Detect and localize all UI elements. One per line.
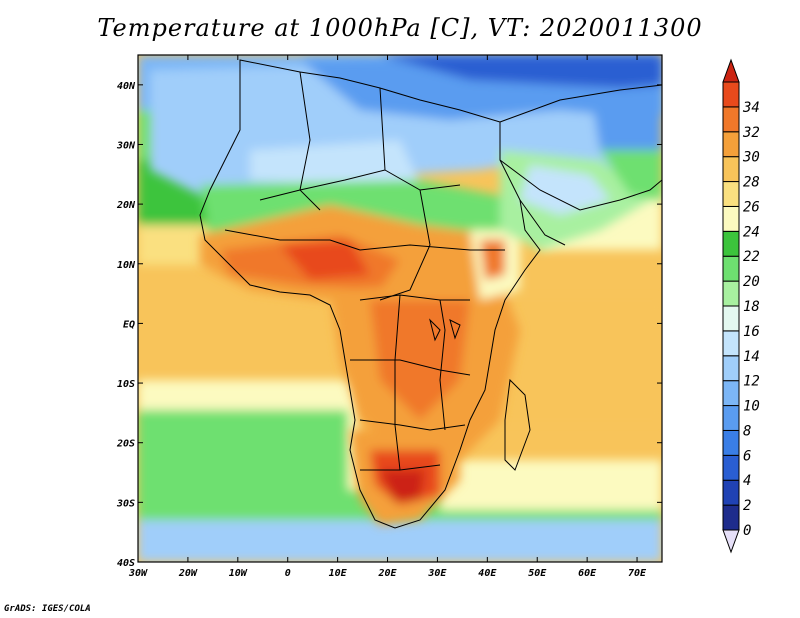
colorbar-under-triangle (722, 529, 740, 554)
colorbar-label: 34 (742, 100, 760, 116)
colorbar-segment (722, 280, 740, 307)
colorbar-over-triangle (722, 58, 740, 83)
colorbar-segment (722, 429, 740, 456)
x-tick-label: 40E (478, 568, 497, 579)
y-tick-label: 40S (117, 558, 135, 569)
colorbar-segment (722, 330, 740, 357)
temperature-field (138, 55, 662, 562)
colorbar-segment (722, 81, 740, 108)
colorbar-label: 6 (743, 448, 751, 464)
colorbar-segment (722, 106, 740, 133)
colorbar-label: 2 (743, 498, 751, 514)
x-tick-label: 70E (628, 568, 647, 579)
x-tick-label: 20W (178, 568, 198, 579)
colorbar-label: 22 (743, 249, 760, 265)
x-tick-label: 60E (578, 568, 597, 579)
colorbar-segment (722, 355, 740, 382)
colorbar-segment (722, 380, 740, 407)
colorbar-label: 28 (743, 175, 760, 191)
colorbar-segment (722, 131, 740, 158)
colorbar-label: 12 (743, 374, 760, 390)
colorbar-label: 14 (743, 349, 760, 365)
map-title: Temperature at 1000hPa [C], VT: 20200113… (97, 14, 703, 42)
credit-label: GrADS: IGES/COLA (4, 604, 91, 614)
colorbar-segment (722, 454, 740, 481)
x-tick-label: 10E (329, 568, 348, 579)
x-tick-label: 0 (285, 568, 291, 579)
colorbar-label: 20 (743, 274, 760, 290)
x-tick-label: 30E (427, 568, 447, 579)
coastlines (199, 59, 662, 529)
y-tick-label: 40N (117, 81, 136, 92)
x-tick-label: 10W (229, 568, 248, 579)
colorbar-label: 10 (743, 399, 760, 415)
y-tick-label: 10S (117, 379, 135, 390)
colorbar-segment (722, 479, 740, 506)
x-tick-label: 30W (128, 568, 148, 579)
colorbar-segment (722, 205, 740, 232)
x-tick-label: 20E (377, 568, 397, 579)
colorbar-label: 26 (743, 199, 760, 215)
colorbar-segment (722, 305, 740, 332)
y-tick-label: EQ (123, 319, 135, 330)
y-tick-label: 30N (116, 140, 136, 151)
colorbar-segment (722, 504, 740, 531)
colorbar-segment (722, 405, 740, 431)
colorbar-segment (722, 156, 740, 183)
x-axis-ticks: 30W 20W 10W 0 10E 20E 30E 40E 50E 60E 70E (128, 55, 647, 579)
colorbar-label: 4 (743, 473, 751, 489)
y-axis-ticks: 40S 30S 20S 10S EQ 10N 20N 30N 40N (116, 81, 662, 569)
y-tick-label: 30S (116, 498, 135, 509)
y-tick-label: 20N (116, 200, 136, 211)
colorbar-label: 24 (743, 224, 760, 240)
colorbar-label: 18 (743, 299, 760, 315)
colorbar-label: 8 (743, 423, 751, 439)
colorbar-segment (722, 181, 740, 207)
y-tick-label: 10N (117, 260, 136, 271)
colorbar-label: 16 (743, 324, 760, 340)
colorbar-label: 32 (742, 125, 760, 141)
colorbar-label: 30 (742, 150, 760, 166)
colorbar-label: 0 (743, 523, 751, 539)
colorbar-segment (722, 255, 740, 282)
colorbar-segment (722, 230, 740, 257)
x-tick-label: 50E (528, 568, 547, 579)
plot-frame (137, 54, 663, 563)
y-tick-label: 20S (116, 439, 135, 450)
